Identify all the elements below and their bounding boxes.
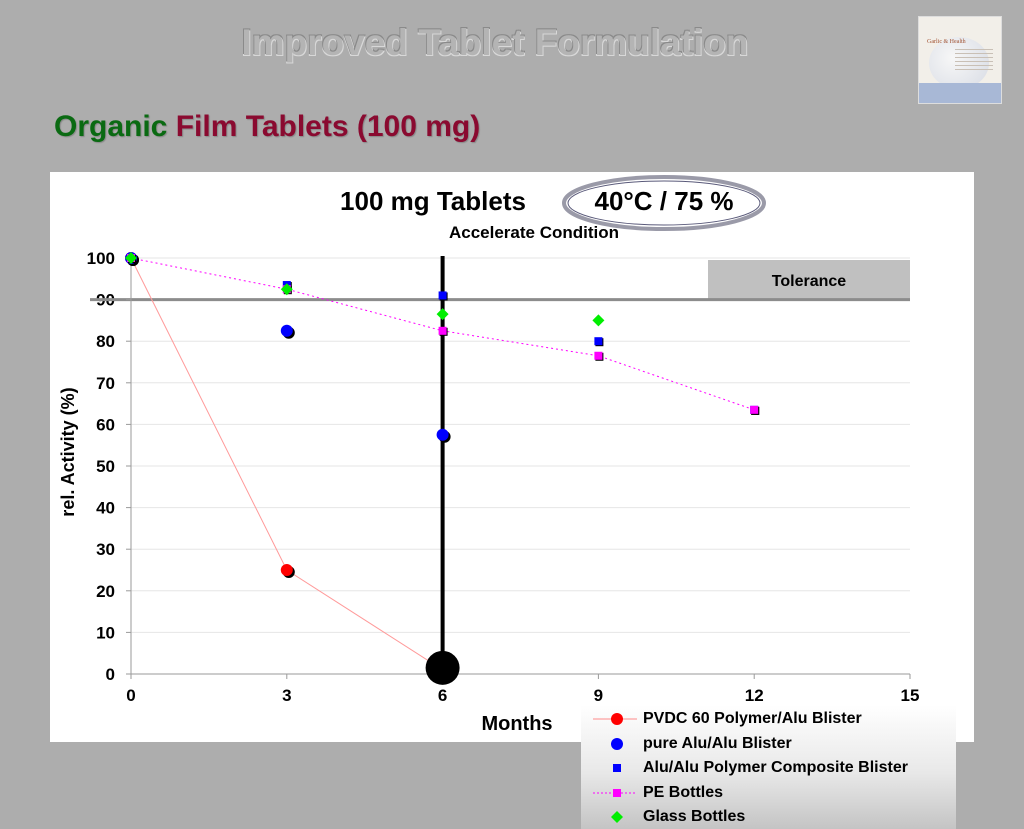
point-marker	[594, 337, 603, 346]
point-marker	[750, 405, 759, 414]
point-marker	[280, 283, 293, 296]
chart-title-condition: 40°C / 75 %	[594, 186, 733, 216]
data-point-s3-4	[750, 405, 760, 415]
legend-label-alu-composite: Alu/Alu Polymer Composite Blister	[643, 759, 908, 776]
legend-label-glass-bottles: Glass Bottles	[643, 808, 746, 825]
y-tick-label-50: 50	[96, 457, 115, 476]
condition-highlight-ring	[562, 175, 766, 231]
garlic-health-logo: Garlic & Health	[918, 16, 1002, 104]
y-tick-label-100: 100	[87, 249, 115, 268]
y-tick-label-70: 70	[96, 374, 115, 393]
point-marker	[592, 314, 605, 327]
legend-symbol-glass-bottles	[611, 811, 623, 823]
data-point-s3-2	[438, 326, 448, 336]
x-tick-label-6: 6	[438, 686, 447, 705]
slide-subtitle: Organic Film Tablets (100 mg)	[54, 110, 480, 144]
subtitle-film-tablets: Film Tablets (100 mg)	[175, 110, 481, 143]
chart-subtitle: Accelerate Condition	[449, 223, 619, 242]
x-tick-label-3: 3	[282, 686, 291, 705]
point-marker	[436, 428, 449, 441]
y-tick-label-10: 10	[96, 623, 115, 642]
chart-container: 0 10 20 30 40 50 60 70 80 90 100 Tolerance 0 3 6 9 12 15 1…	[50, 172, 974, 829]
legend-item-glass-bottles: Glass Bottles	[581, 806, 956, 828]
legend-item-alu-composite: Alu/Alu Polymer Composite Blister	[581, 757, 956, 779]
data-point-s2-2	[438, 291, 448, 301]
point-marker	[438, 326, 447, 335]
x-axis-label: Months	[481, 713, 552, 735]
x-tick-label-9: 9	[594, 686, 603, 705]
data-point-s2-3	[594, 337, 604, 347]
x-tick-label-12: 12	[745, 686, 764, 705]
slide-title: Improved Tablet Formulation	[241, 22, 749, 63]
chart-title: 100 mg Tablets	[340, 186, 526, 216]
logo-text-lines	[955, 49, 993, 71]
data-point-s4-1	[280, 283, 293, 296]
x-tick-label-15: 15	[901, 686, 920, 705]
point-marker	[438, 291, 447, 300]
legend-symbol-pvdc	[593, 713, 637, 725]
data-point-s0-1	[280, 564, 295, 578]
y-tick-label-30: 30	[96, 540, 115, 559]
data-point-s4-3	[592, 314, 605, 327]
legend-symbol-alu-composite	[613, 764, 621, 772]
data-point-s3-3	[594, 351, 604, 361]
y-tick-label-60: 60	[96, 415, 115, 434]
data-point-s4-0	[125, 252, 137, 264]
subtitle-organic: Organic	[54, 110, 168, 143]
point-marker	[125, 252, 137, 264]
legend-item-pe-bottles: PE Bottles	[581, 782, 956, 804]
y-tick-label-20: 20	[96, 582, 115, 601]
data-point-s4-2	[436, 308, 449, 321]
y-tick-label-0: 0	[106, 665, 115, 684]
y-tick-label-40: 40	[96, 499, 115, 518]
tolerance-label: Tolerance	[772, 273, 847, 290]
legend-symbol-pe-bottles	[593, 789, 637, 797]
point-marker	[436, 308, 449, 321]
data-point-s1-1	[280, 324, 295, 339]
legend-label-pure-alu: pure Alu/Alu Blister	[643, 735, 792, 752]
vertical-marker-dot	[425, 650, 460, 685]
y-axis-label: rel. Activity (%)	[58, 387, 78, 516]
x-tick-label-0: 0	[126, 686, 135, 705]
condition-highlight-ring-inner	[567, 180, 761, 226]
point-marker	[594, 351, 603, 360]
legend-label-pe-bottles: PE Bottles	[643, 784, 724, 801]
chart-legend: PVDC 60 Polymer/Alu Blister pure Alu/Alu…	[581, 705, 956, 829]
logo-text: Garlic & Health	[927, 39, 966, 45]
legend-symbol-pure-alu	[611, 738, 623, 750]
logo-band	[919, 83, 1001, 103]
point-marker	[280, 564, 293, 576]
point-marker	[280, 324, 293, 337]
y-tick-label-80: 80	[96, 332, 115, 351]
legend-item-pvdc: PVDC 60 Polymer/Alu Blister	[581, 708, 956, 730]
legend-label-pvdc: PVDC 60 Polymer/Alu Blister	[643, 710, 862, 727]
series-line-0	[130, 257, 443, 671]
data-point-s1-2	[436, 428, 451, 443]
tolerance-box	[708, 260, 910, 300]
legend-item-pure-alu: pure Alu/Alu Blister	[581, 733, 956, 755]
